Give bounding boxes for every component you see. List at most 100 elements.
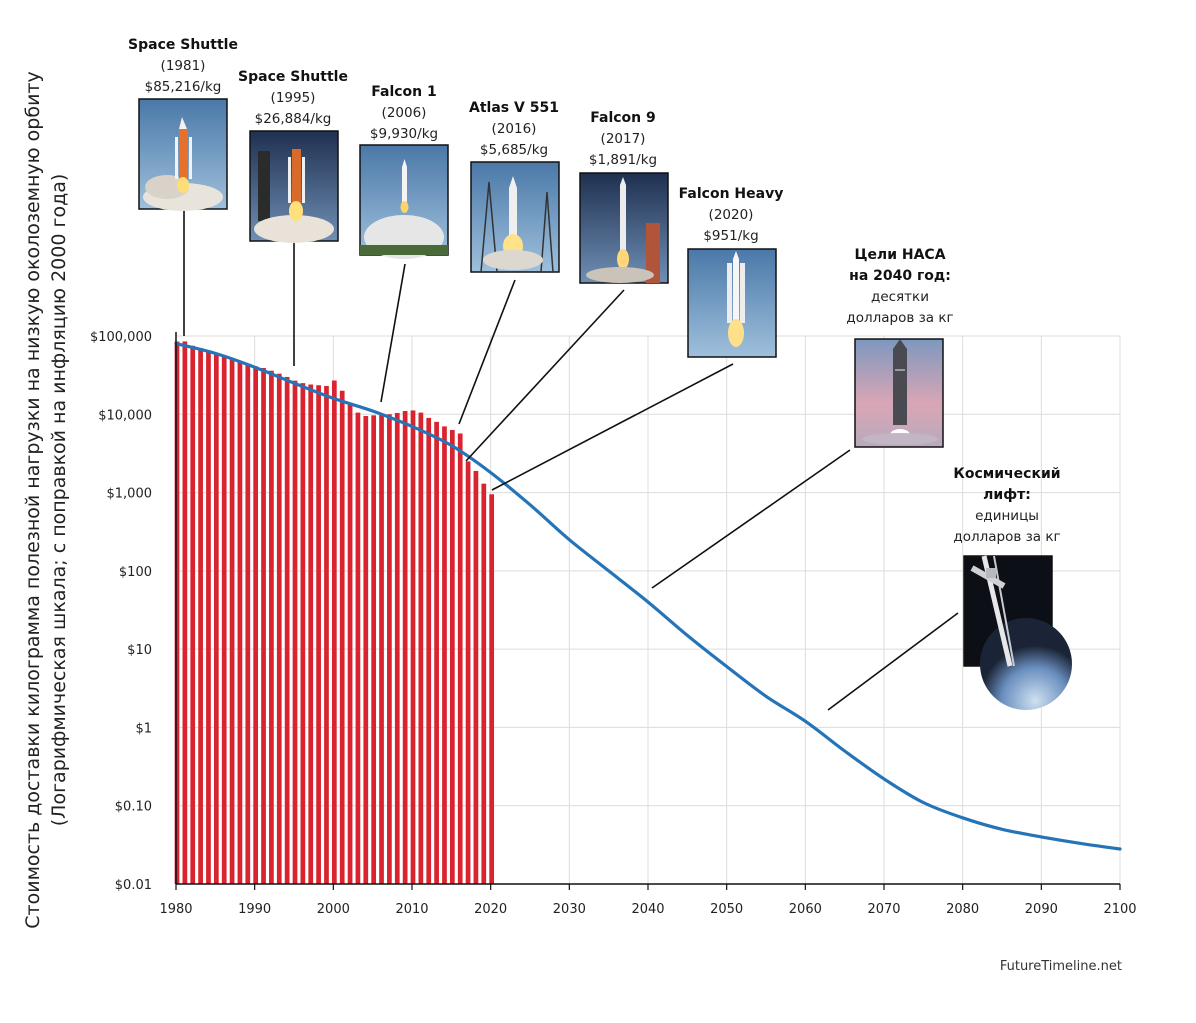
leader-line-nasa-goal	[651, 449, 851, 589]
bar-2017	[465, 461, 471, 884]
bar-1994	[284, 376, 290, 884]
bar-1992	[269, 370, 274, 884]
leader-line-falcon-heavy	[491, 363, 734, 491]
goal-title-line: Цели НАСА	[854, 247, 945, 263]
bar-1998	[316, 385, 321, 884]
trend-line	[174, 342, 1122, 851]
y-tick-label: $100,000	[90, 330, 152, 345]
annotation-cost: $26,884/kg	[255, 111, 332, 127]
bar-2020	[489, 494, 495, 884]
x-tick-labels: 1980 1990 2000 2010 2020 2030 2040 2050 2060 2070…	[159, 902, 1136, 917]
y-axis-label-line1: Стоимость доставки килограмма полезной н…	[22, 71, 44, 928]
x-tick-label: 2000	[317, 902, 350, 917]
annotation-year: (1981)	[161, 58, 206, 74]
bar-2019	[481, 483, 487, 884]
bar-2005	[371, 415, 377, 884]
bar-2018	[473, 470, 479, 884]
leader-line-atlas-v	[458, 279, 516, 425]
annotation-title: Falcon Heavy	[679, 186, 784, 202]
bar-2013	[434, 421, 439, 884]
space-shuttle-1995-image	[249, 130, 339, 243]
bar-1987	[229, 359, 235, 884]
y-tick-label: $1	[135, 721, 152, 736]
annotation-title: Falcon 9	[590, 110, 656, 126]
bar-1982	[190, 345, 196, 885]
y-tick-label: $0.10	[115, 800, 152, 815]
bar-1986	[221, 356, 227, 885]
goal-text-line: десятки	[871, 289, 929, 305]
annotation-year: (2017)	[601, 131, 646, 147]
annotation-cost: $951/kg	[703, 228, 758, 244]
bar-series	[174, 341, 495, 885]
annotation-labels: Space Shuttle (1981) $85,216/kg Space Sh…	[128, 37, 1061, 545]
falcon-9-image	[579, 172, 669, 284]
annotation-year: (2016)	[492, 121, 537, 137]
y-tick-label: $100	[119, 565, 152, 580]
bar-2015	[449, 429, 455, 884]
bar-1981	[182, 341, 188, 884]
bar-2000	[331, 380, 337, 884]
space-shuttle-1981-image	[138, 98, 228, 211]
leader-line-falcon-9	[465, 289, 625, 462]
x-tick-label: 2020	[474, 902, 507, 917]
bar-2014	[442, 426, 447, 884]
space-elevator-image	[963, 555, 1072, 710]
bar-2012	[426, 417, 432, 884]
bar-1983	[198, 348, 203, 885]
bar-1990	[253, 366, 259, 885]
bar-1989	[245, 364, 251, 884]
bar-1988	[237, 361, 243, 884]
bar-1997	[308, 384, 314, 884]
bar-2008	[394, 412, 400, 884]
y-tick-label: $0.01	[115, 878, 152, 893]
y-tick-label: $10,000	[98, 408, 152, 423]
leader-line-space-elevator	[827, 612, 959, 711]
bar-2001	[339, 390, 345, 884]
atlas-v-551-image	[470, 161, 560, 273]
x-tick-label: 2030	[553, 902, 586, 917]
x-tick-label: 2040	[631, 902, 664, 917]
x-tick-label: 2100	[1103, 902, 1136, 917]
bar-2003	[355, 412, 361, 884]
annotation-cost: $9,930/kg	[370, 126, 438, 142]
x-tick-label: 2010	[395, 902, 428, 917]
annotation-title: Atlas V 551	[469, 100, 559, 116]
annotation-title: Falcon 1	[371, 84, 437, 100]
source-credit: FutureTimeline.net	[1000, 959, 1122, 974]
bar-1993	[276, 373, 282, 884]
x-tick-label: 2060	[789, 902, 822, 917]
bar-1980	[174, 341, 180, 884]
annotation-cost: $5,685/kg	[480, 142, 548, 158]
annotation-cost: $85,216/kg	[145, 79, 222, 95]
falcon-heavy-image	[687, 248, 777, 358]
bar-1991	[261, 368, 266, 884]
goal-text-line: долларов за кг	[953, 529, 1060, 545]
annotation-year: (2020)	[709, 207, 754, 223]
goal-text-line: долларов за кг	[846, 310, 953, 326]
x-tick-label: 2090	[1025, 902, 1058, 917]
annotation-cost: $1,891/kg	[589, 152, 657, 168]
y-tick-labels: $100,000 $10,000 $1,000 $100 $10 $1 $0.10 $0.01	[90, 330, 152, 893]
x-tick-label: 1980	[159, 902, 192, 917]
x-tick-label: 2050	[710, 902, 743, 917]
bar-2011	[418, 412, 424, 884]
goal-text-line: единицы	[975, 508, 1039, 524]
goal-title-line: лифт:	[983, 487, 1031, 503]
bar-2006	[379, 414, 384, 884]
x-tick-label: 2080	[946, 902, 979, 917]
bar-1985	[213, 354, 219, 884]
leader-line-falcon-1	[380, 263, 406, 403]
bar-2007	[387, 414, 392, 884]
bar-1984	[206, 352, 211, 884]
goal-title-line: Космический	[953, 466, 1060, 482]
bar-2010	[410, 410, 416, 884]
goal-title-line: на 2040 год:	[849, 268, 951, 284]
bar-1996	[300, 383, 306, 884]
x-tick-label: 2070	[867, 902, 900, 917]
bar-2009	[402, 411, 408, 884]
bar-2004	[363, 416, 369, 884]
bar-2002	[347, 402, 353, 884]
bar-1995	[292, 380, 298, 884]
bar-2016	[457, 433, 463, 884]
annotation-title: Space Shuttle	[128, 37, 238, 53]
